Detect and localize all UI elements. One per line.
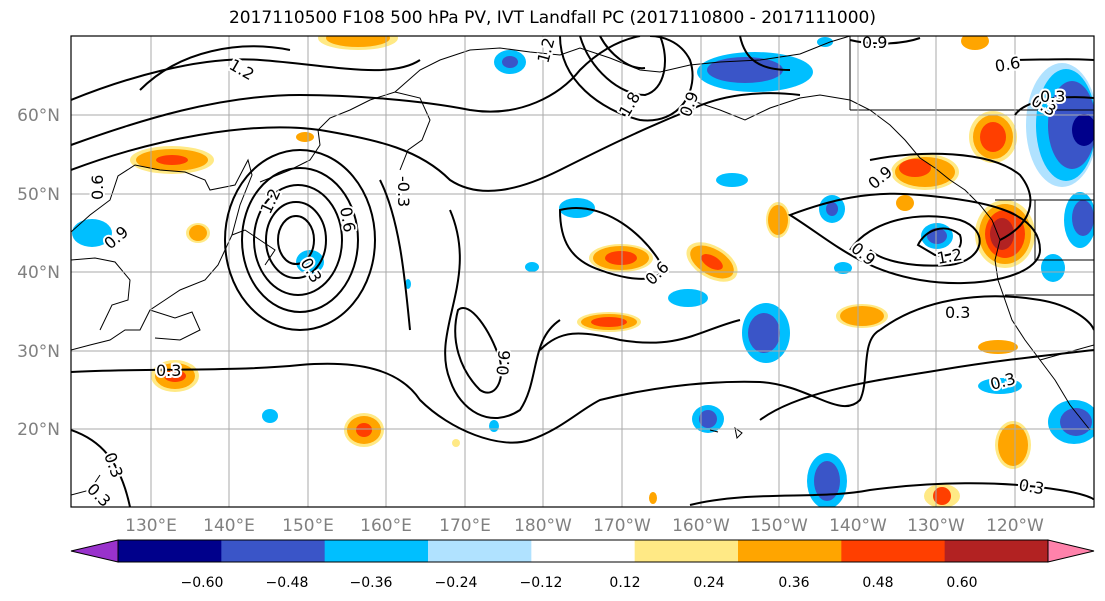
contour-label: 0.6 (88, 175, 107, 200)
positive-anomaly-blob (649, 492, 657, 504)
lon-label: 170°E (439, 516, 491, 536)
positive-anomaly-blob (995, 421, 1031, 469)
negative-anomaly-blob (1041, 254, 1065, 282)
lon-label: 160°W (672, 516, 730, 536)
negative-anomaly-blob (697, 52, 813, 92)
colorbar-outline (117, 539, 1049, 563)
colorbar-tick-labels: −0.60 −0.48 −0.36 −0.24 −0.12 0.12 0.24 … (181, 575, 978, 591)
contour-label: -0.3 (394, 176, 413, 207)
positive-anomaly-blob (766, 202, 790, 238)
pv-contours (71, 36, 1094, 507)
colorbar-tick-label: −0.36 (350, 575, 393, 591)
longitude-labels: 130°E 140°E 150°E 160°E 170°E 180°W 170°… (125, 516, 1044, 536)
colorbar-tick-label: 0.60 (946, 575, 977, 591)
contour-label: 0.3 (945, 303, 970, 322)
negative-anomaly-blob (72, 219, 112, 247)
positive-anomaly-blob (130, 146, 214, 174)
positive-anomaly-blob (961, 36, 989, 50)
lon-label: 130°E (125, 516, 177, 536)
lon-label: 180°W (514, 516, 572, 536)
negative-anomaly-blob (817, 37, 833, 47)
colorbar-segment (118, 540, 222, 562)
contour-label: 0.3 (1040, 87, 1065, 106)
negative-anomaly-blob (742, 303, 790, 363)
colorbar-segment (738, 540, 842, 562)
colorbar-segment (428, 540, 532, 562)
lon-label: 120°W (986, 516, 1044, 536)
negative-anomaly-blob (819, 195, 845, 223)
coastlines (71, 36, 1094, 496)
positive-anomaly-blob (891, 154, 959, 190)
negative-anomaly-blob (692, 405, 724, 433)
colorbar-segment (634, 540, 739, 562)
lon-label: 150°E (282, 516, 334, 536)
lat-label: 30°N (17, 342, 60, 362)
positive-anomaly-blob (836, 304, 888, 328)
positive-anomaly-blob (577, 312, 641, 332)
positive-anomaly-blob (969, 111, 1017, 163)
colorbar-tick-label: −0.48 (266, 575, 309, 591)
colorbar-extend-low (70, 539, 119, 563)
lon-label: 140°W (829, 516, 887, 536)
positive-anomaly-blob (589, 244, 653, 272)
colorbar-segment (221, 540, 326, 562)
colorbar (70, 539, 1095, 563)
negative-anomaly-blob (494, 50, 526, 74)
positive-anomaly-blob (452, 439, 460, 447)
negative-anomaly-blob (405, 279, 411, 289)
lon-label: 170°W (593, 516, 651, 536)
negative-anomaly-blob (978, 378, 1022, 394)
colorbar-tick-label: 0.24 (693, 575, 724, 591)
colorbar-tick-label: −0.60 (181, 575, 224, 591)
contour-label: 0.9 (862, 33, 887, 52)
negative-anomaly-blob (489, 420, 499, 432)
lat-label: 50°N (17, 185, 60, 205)
map-title: 2017110500 F108 500 hPa PV, IVT Landfall… (228, 8, 876, 28)
lon-label: 160°E (360, 516, 412, 536)
colorbar-tick-label: 0.12 (609, 575, 640, 591)
negative-anomaly-blob (525, 262, 539, 272)
contour-label: 0.3 (156, 361, 181, 380)
colorbar-tick-label: −0.24 (435, 575, 478, 591)
negative-anomaly-blob (1048, 400, 1094, 444)
colorbar-extend-high (1047, 539, 1095, 563)
positive-anomaly-blob (896, 195, 914, 211)
positive-anomaly-blob (318, 36, 398, 50)
negative-anomaly-blob (1064, 192, 1094, 248)
negative-anomaly-blob (834, 262, 852, 274)
lat-label: 40°N (17, 263, 60, 283)
colorbar-segment (324, 540, 429, 562)
colorbar-tick-label: 0.48 (862, 575, 893, 591)
positive-anomaly-blob (344, 413, 384, 447)
negative-anomaly-blob (668, 289, 708, 307)
positive-anomaly-blob (186, 223, 210, 243)
colorbar-segment (531, 540, 636, 562)
colorbar-tick-label: −0.12 (520, 575, 563, 591)
positive-anomaly-blob (296, 132, 314, 142)
lon-label: 140°E (203, 516, 255, 536)
map-frame (70, 35, 1095, 508)
colorbar-segment (841, 540, 946, 562)
lon-label: 130°W (907, 516, 965, 536)
negative-anomaly-blob (262, 409, 278, 423)
lat-label: 20°N (17, 420, 60, 440)
positive-anomaly-blob (978, 340, 1018, 354)
negative-anomaly-blob (716, 173, 748, 187)
negative-anomaly-blob (1026, 63, 1094, 187)
latitude-labels: 60°N 50°N 40°N 30°N 20°N (17, 106, 60, 440)
colorbar-segment (944, 540, 1049, 562)
contour-label: 0.6 (493, 349, 514, 376)
positive-anomaly-blob (924, 484, 960, 507)
lat-label: 60°N (17, 106, 60, 126)
lon-label: 150°W (750, 516, 808, 536)
negative-anomaly-blob (807, 453, 847, 507)
colorbar-tick-label: 0.36 (778, 575, 809, 591)
